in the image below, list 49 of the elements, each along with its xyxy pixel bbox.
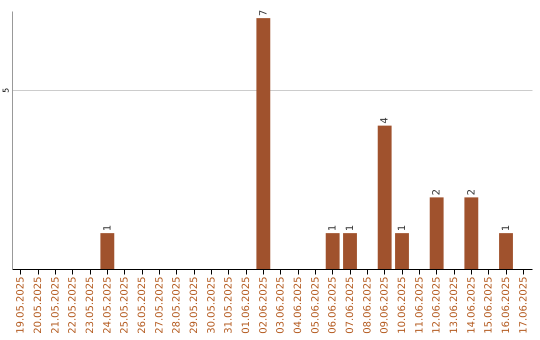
x-tick-label: 11.06.2025 bbox=[414, 276, 426, 334]
x-tick-label: 05.06.2025 bbox=[310, 276, 322, 334]
x-tick-label: 21.05.2025 bbox=[50, 276, 62, 334]
x-tick-label: 01.06.2025 bbox=[241, 276, 252, 334]
x-tick-label: 16.06.2025 bbox=[501, 276, 512, 334]
x-tick-label: 19.05.2025 bbox=[16, 276, 27, 334]
data-label: 1 bbox=[328, 224, 339, 232]
x-tick-label: 30.05.2025 bbox=[206, 276, 218, 334]
data-label: 4 bbox=[380, 117, 391, 124]
data-label: 2 bbox=[432, 188, 443, 196]
x-tick-label: 03.06.2025 bbox=[276, 276, 287, 334]
data-label: 1 bbox=[102, 224, 114, 232]
x-tick-label: 10.06.2025 bbox=[397, 276, 408, 334]
x-tick-label: 14.06.2025 bbox=[466, 276, 478, 334]
bar bbox=[256, 18, 270, 269]
x-tick-label: 04.06.2025 bbox=[293, 276, 304, 334]
x-tick-label: 26.05.2025 bbox=[137, 276, 148, 334]
x-tick-label: 31.05.2025 bbox=[224, 276, 235, 334]
data-label: 1 bbox=[345, 224, 356, 232]
x-tick-label: 22.05.2025 bbox=[68, 276, 79, 334]
x-tick-label: 09.06.2025 bbox=[380, 276, 391, 334]
x-tick-label: 24.05.2025 bbox=[102, 276, 114, 334]
data-label: 7 bbox=[258, 10, 270, 16]
bar bbox=[464, 197, 478, 269]
bar bbox=[499, 233, 513, 269]
x-tick-label: 20.05.2025 bbox=[33, 276, 44, 334]
bar bbox=[395, 233, 409, 269]
x-tick-label: 13.06.2025 bbox=[449, 276, 460, 334]
x-tick-label: 23.05.2025 bbox=[85, 276, 96, 334]
x-tick-label: 15.06.2025 bbox=[484, 276, 495, 334]
x-tick-label: 29.05.2025 bbox=[189, 276, 200, 334]
x-tick-label: 25.05.2025 bbox=[120, 276, 131, 334]
y-tick-label: 5 bbox=[2, 88, 10, 93]
bar bbox=[326, 233, 340, 269]
bar bbox=[343, 233, 357, 269]
bar bbox=[430, 197, 444, 269]
bar bbox=[100, 233, 114, 269]
x-tick-label: 06.06.2025 bbox=[328, 276, 339, 334]
data-label: 1 bbox=[397, 224, 408, 232]
x-tick-label: 27.05.2025 bbox=[154, 276, 166, 334]
x-tick-label: 28.05.2025 bbox=[172, 276, 183, 334]
x-tick-label: 17.06.2025 bbox=[518, 276, 530, 334]
data-label: 2 bbox=[466, 188, 478, 196]
x-tick-label: 08.06.2025 bbox=[362, 276, 374, 334]
data-label: 1 bbox=[501, 224, 512, 232]
bar bbox=[378, 126, 392, 269]
x-tick-label: 02.06.2025 bbox=[258, 276, 270, 334]
x-tick-label: 07.06.2025 bbox=[345, 276, 356, 334]
x-tick-label: 12.06.2025 bbox=[432, 276, 443, 334]
